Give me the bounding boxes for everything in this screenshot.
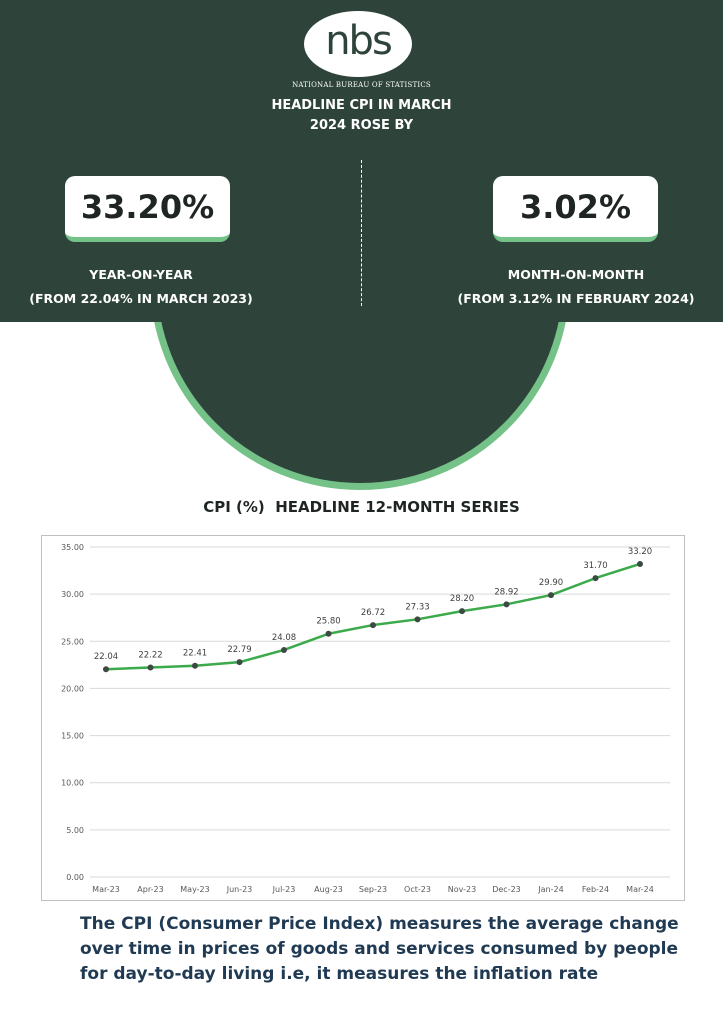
data-point (459, 608, 465, 615)
yoy-value: 33.20% (80, 187, 215, 226)
footer-line-2: over time in prices of goods and service… (80, 939, 679, 959)
x-tick-label: Apr-23 (137, 885, 163, 894)
data-point (147, 664, 154, 671)
data-label: 29.90 (539, 578, 563, 588)
mom-value-box: 3.02% (493, 176, 658, 242)
x-tick-label: Mar-24 (626, 885, 654, 894)
dashed-divider (361, 160, 362, 306)
chart-title: CPI (%) HEADLINE 12-MONTH SERIES (203, 498, 520, 516)
data-label: 26.72 (361, 608, 385, 618)
cpi-line-chart: 0.00 5.00 10.00 15.00 20.00 25.00 30.00 35.00 Ma… (61, 543, 670, 894)
cpi-definition: The CPI (Consumer Price Index) measures … (80, 912, 700, 987)
data-point (370, 622, 376, 629)
data-label: 33.20 (628, 547, 652, 557)
data-label: 27.33 (405, 602, 429, 612)
y-tick-label: 10.00 (61, 779, 84, 788)
data-point (592, 575, 599, 582)
x-tick-label: May-23 (180, 885, 209, 894)
footer-line-3: for day-to-day living i.e, it measures t… (80, 964, 599, 984)
x-tick-label: Aug-23 (314, 885, 343, 894)
x-tick-label: Oct-23 (404, 885, 431, 894)
mom-label: MONTH-ON-MONTH (507, 267, 645, 282)
y-tick-label: 35.00 (61, 543, 84, 552)
data-point (548, 592, 554, 599)
x-tick-label: Dec-23 (492, 885, 521, 894)
y-tick-label: 25.00 (61, 637, 84, 646)
yoy-caption: YEAR-ON-YEAR (FROM 22.04% IN MARCH 2023) (10, 263, 272, 311)
yoy-sub: (FROM 22.04% IN MARCH 2023) (29, 291, 253, 306)
data-point (325, 630, 332, 637)
data-label: 22.04 (94, 652, 118, 662)
data-label: 22.79 (227, 645, 251, 655)
data-point (414, 616, 421, 623)
data-label: 31.70 (583, 561, 607, 571)
logo-text: nbs (325, 18, 393, 64)
y-tick-label: 20.00 (61, 684, 84, 693)
y-tick-label: 5.00 (66, 826, 84, 835)
chart-frame: 0.00 5.00 10.00 15.00 20.00 25.00 30.00 35.00 Ma… (41, 535, 685, 901)
x-tick-label: Feb-24 (582, 885, 609, 894)
x-tick-label: Jun-23 (226, 885, 253, 894)
mom-value: 3.02% (519, 187, 631, 226)
data-point (637, 560, 643, 567)
data-point (281, 646, 287, 653)
mom-caption: MONTH-ON-MONTH (FROM 3.12% IN FEBRUARY 2… (440, 263, 712, 311)
y-tick-label: 0.00 (66, 873, 84, 882)
data-label: 22.41 (183, 649, 207, 659)
x-tick-label: Sep-23 (359, 885, 387, 894)
yoy-label: YEAR-ON-YEAR (89, 267, 193, 282)
headline-line-1: HEADLINE CPI IN MARCH (271, 98, 452, 113)
headline-line-2: 2024 ROSE BY (309, 118, 414, 133)
data-point (192, 662, 198, 669)
x-tick-label: Mar-23 (92, 885, 120, 894)
x-tick-label: Nov-23 (448, 885, 476, 894)
data-point (236, 659, 243, 666)
data-label: 28.92 (494, 587, 518, 597)
nbs-logo: nbs (304, 11, 412, 77)
data-label: 24.08 (272, 633, 296, 643)
x-tick-label: Jul-23 (272, 885, 296, 894)
data-point (103, 666, 109, 673)
headline: HEADLINE CPI IN MARCH 2024 ROSE BY (0, 96, 723, 136)
y-tick-label: 15.00 (61, 732, 84, 741)
data-label: 22.22 (138, 650, 162, 660)
data-point (503, 601, 510, 608)
mom-sub: (FROM 3.12% IN FEBRUARY 2024) (457, 291, 695, 306)
y-tick-label: 30.00 (61, 590, 84, 599)
data-label: 28.20 (450, 594, 474, 604)
x-tick-label: Jan-24 (537, 885, 563, 894)
logo-org-name: NATIONAL BUREAU OF STATISTICS (292, 81, 431, 89)
footer-line-1: The CPI (Consumer Price Index) measures … (80, 914, 679, 934)
data-label: 25.80 (316, 617, 340, 627)
yoy-value-box: 33.20% (65, 176, 230, 242)
